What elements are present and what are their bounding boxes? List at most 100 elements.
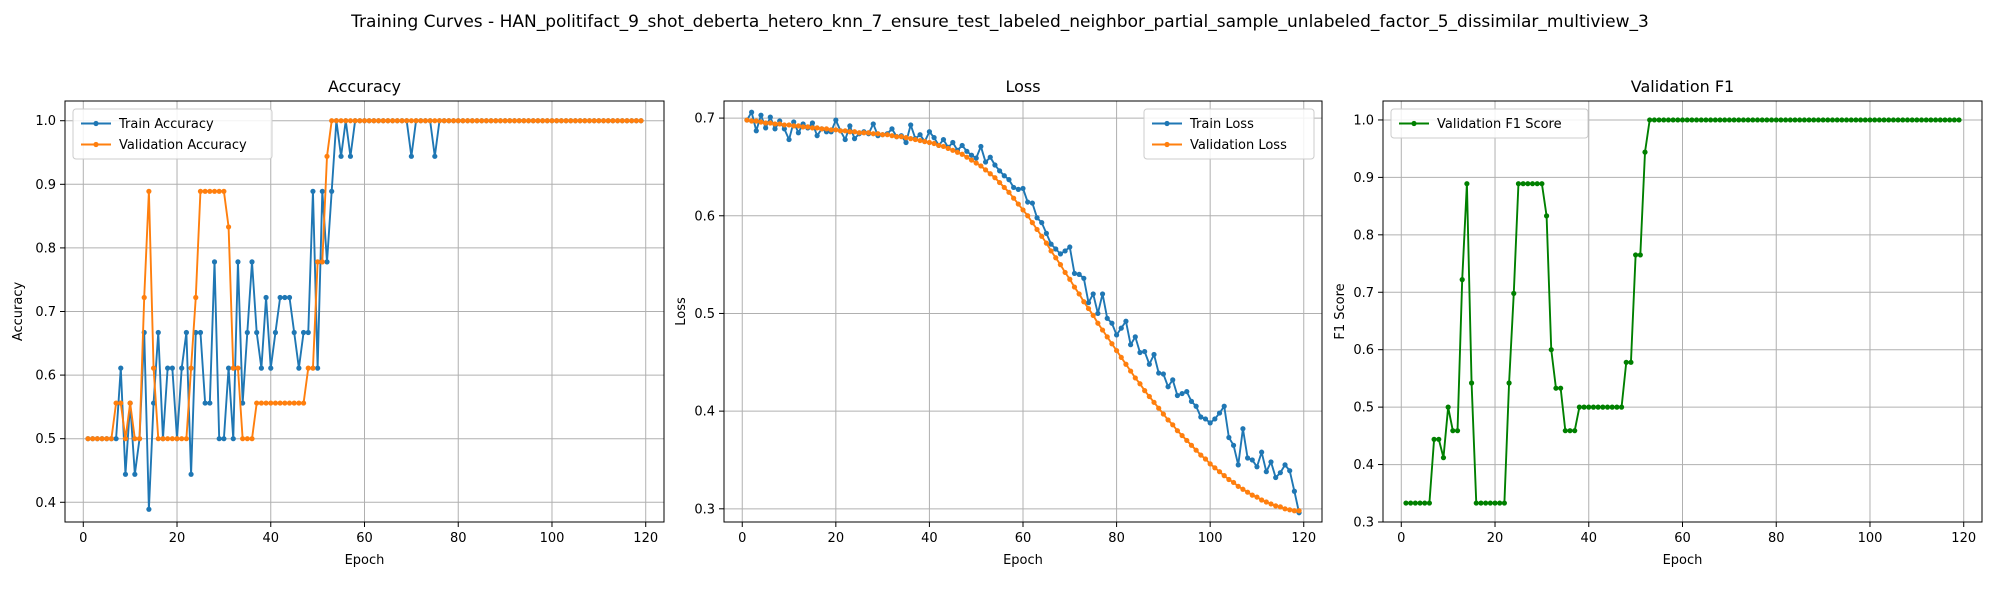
y-tick-label: 0.3 (694, 502, 715, 517)
data-point (249, 259, 255, 265)
data-point (1468, 380, 1475, 386)
data-point (912, 136, 918, 143)
data-point (940, 143, 947, 150)
y-tick-label: 0.9 (35, 178, 56, 193)
data-point (1057, 251, 1064, 257)
data-point (1039, 220, 1045, 226)
data-point (582, 118, 588, 124)
data-point (1548, 347, 1554, 353)
data-point (1403, 500, 1409, 506)
data-point (216, 436, 222, 442)
data-point (1123, 318, 1129, 324)
data-point (819, 126, 825, 132)
data-point (1684, 117, 1690, 123)
data-point (1665, 117, 1672, 123)
data-point (1722, 117, 1728, 123)
data-point (525, 118, 532, 124)
data-point (1862, 117, 1868, 123)
legend-marker (1164, 141, 1170, 148)
data-point (1843, 117, 1850, 123)
data-point (1188, 398, 1195, 404)
data-point (390, 118, 396, 124)
data-point (1515, 181, 1522, 187)
data-point (240, 400, 246, 406)
data-point (502, 118, 508, 124)
x-axis-label: Epoch (345, 553, 385, 568)
data-point (1937, 117, 1943, 123)
data-point (146, 188, 152, 194)
data-point (638, 118, 644, 124)
data-point (1179, 432, 1185, 439)
x-tick-label: 0 (79, 531, 87, 546)
data-point (1240, 426, 1246, 432)
data-point (1825, 117, 1831, 123)
data-point (1184, 388, 1190, 395)
data-point (249, 436, 255, 442)
data-point (1259, 497, 1265, 503)
data-point (1123, 361, 1129, 367)
data-point (1118, 354, 1124, 361)
data-point (1048, 248, 1054, 254)
data-point (272, 329, 279, 336)
data-point (870, 121, 876, 127)
data-point (230, 365, 236, 371)
data-point (207, 188, 213, 194)
data-point (861, 130, 867, 136)
data-point (763, 125, 769, 131)
data-point (460, 118, 466, 124)
data-point (558, 118, 564, 124)
data-point (1207, 420, 1213, 426)
data-point (842, 128, 848, 134)
data-point (432, 153, 438, 159)
y-tick-label: 0.5 (1353, 401, 1374, 416)
data-point (1642, 149, 1648, 155)
data-point (90, 436, 96, 442)
data-point (535, 118, 541, 124)
data-point (1034, 226, 1040, 233)
data-point (1909, 117, 1915, 123)
x-tick-label: 60 (1674, 531, 1691, 546)
data-point (286, 294, 293, 301)
data-point (516, 118, 522, 124)
data-point (1226, 476, 1232, 483)
data-point (427, 118, 433, 124)
y-tick-label: 0.4 (35, 496, 56, 511)
y-axis-label: Loss (674, 297, 689, 326)
data-point (1156, 370, 1162, 376)
data-point (1726, 117, 1732, 123)
data-point (380, 118, 386, 124)
y-tick-label: 1.0 (35, 114, 56, 129)
data-point (1618, 404, 1625, 410)
data-point (1801, 117, 1807, 123)
data-point (1099, 327, 1106, 333)
data-point (814, 125, 820, 131)
data-point (1558, 385, 1564, 391)
data-point (767, 120, 773, 126)
x-tick-label: 40 (262, 531, 279, 546)
data-point (1132, 375, 1138, 381)
data-point (408, 118, 414, 124)
data-point (600, 118, 607, 124)
data-point (1137, 381, 1143, 387)
data-point (884, 132, 890, 138)
data-point (633, 118, 639, 124)
data-point (964, 154, 970, 160)
data-point (1287, 507, 1293, 513)
data-point (982, 159, 989, 165)
data-point (488, 118, 494, 124)
data-point (1193, 403, 1199, 409)
data-point (1015, 186, 1021, 193)
data-point (422, 118, 429, 124)
data-point (1947, 117, 1953, 123)
y-tick-label: 0.8 (1353, 228, 1374, 243)
data-point (240, 436, 246, 442)
data-point (1740, 117, 1747, 123)
data-point (1071, 270, 1078, 277)
data-point (315, 259, 321, 265)
data-point (1904, 117, 1911, 123)
data-point (1174, 428, 1181, 434)
x-tick-label: 100 (540, 531, 565, 546)
data-point (586, 118, 593, 124)
y-tick-label: 0.7 (35, 305, 56, 320)
data-point (122, 471, 129, 477)
